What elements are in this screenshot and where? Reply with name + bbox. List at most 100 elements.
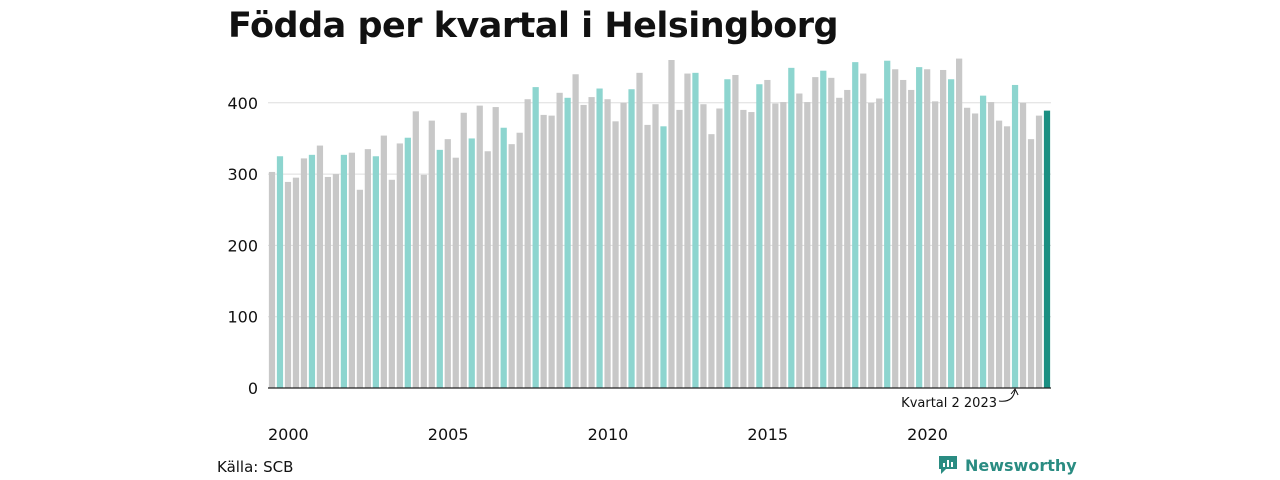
bar xyxy=(356,189,363,388)
bar xyxy=(508,144,515,388)
bar xyxy=(692,72,699,389)
bar xyxy=(900,79,907,389)
brand-logo: Newsworthy xyxy=(937,455,1077,475)
bar xyxy=(324,176,332,388)
bar xyxy=(987,102,995,388)
bar xyxy=(652,104,659,389)
bar xyxy=(716,108,723,389)
bar xyxy=(500,127,507,388)
bar xyxy=(644,124,651,388)
bar xyxy=(292,177,300,388)
bar xyxy=(388,179,395,388)
bar xyxy=(556,92,563,389)
bar xyxy=(516,132,523,388)
bar xyxy=(764,79,771,389)
annotation-arrowhead xyxy=(1010,388,1019,396)
bar xyxy=(908,89,915,389)
bar xyxy=(484,151,491,388)
bar xyxy=(620,102,627,389)
bar xyxy=(532,87,539,389)
bar xyxy=(828,77,835,389)
bar xyxy=(348,152,356,388)
bar xyxy=(812,77,819,389)
bar xyxy=(932,101,939,389)
bar xyxy=(316,145,324,388)
bar xyxy=(796,93,803,388)
bar xyxy=(748,112,755,388)
brand-name: Newsworthy xyxy=(965,455,1077,475)
bar xyxy=(524,99,531,388)
bar xyxy=(596,88,603,389)
bar xyxy=(756,84,763,389)
x-tick-label: 2010 xyxy=(588,425,629,444)
bar xyxy=(636,72,643,389)
bar xyxy=(548,115,555,388)
bar xyxy=(732,74,739,389)
bar xyxy=(404,137,411,388)
bar xyxy=(412,111,419,389)
x-tick-label: 2020 xyxy=(907,425,948,444)
bar xyxy=(420,174,427,388)
bar xyxy=(948,79,955,389)
bar xyxy=(300,158,308,388)
bar xyxy=(1019,102,1027,389)
bar xyxy=(876,98,883,389)
bar xyxy=(660,126,667,388)
bar xyxy=(308,154,316,388)
newsworthy-logo-icon xyxy=(939,456,957,474)
bar xyxy=(995,120,1003,388)
annotation-arrow xyxy=(998,389,1016,402)
bar xyxy=(788,67,795,388)
bar xyxy=(684,73,691,389)
bar xyxy=(940,69,947,388)
bar xyxy=(971,113,979,388)
bar xyxy=(772,103,779,388)
bar xyxy=(1027,139,1035,388)
bar xyxy=(844,89,851,389)
bar xyxy=(476,105,483,389)
bar xyxy=(572,74,579,389)
bar xyxy=(372,156,379,388)
y-tick-label: 400 xyxy=(227,94,258,113)
bar xyxy=(1011,84,1019,389)
bar xyxy=(676,109,683,389)
bar xyxy=(708,134,715,388)
y-tick-label: 0 xyxy=(248,379,258,398)
bar xyxy=(364,149,371,388)
bar xyxy=(956,58,963,388)
x-tick-label: 2000 xyxy=(268,425,309,444)
bar xyxy=(884,60,891,388)
bar xyxy=(284,181,292,388)
bar xyxy=(340,154,348,388)
bar xyxy=(452,157,459,388)
bar xyxy=(492,107,499,389)
bar xyxy=(740,109,747,389)
bar xyxy=(460,112,467,388)
bar xyxy=(892,69,899,388)
bar xyxy=(852,62,859,388)
bar xyxy=(428,120,435,388)
bar xyxy=(724,79,731,389)
bar xyxy=(860,73,867,389)
bar xyxy=(924,69,931,388)
bar xyxy=(1043,110,1051,388)
source-note: Källa: SCB xyxy=(217,458,294,476)
bar xyxy=(916,67,923,388)
bar xyxy=(700,104,707,389)
y-tick-label: 200 xyxy=(227,236,258,255)
annotation-label: Kvartal 2 2023 xyxy=(901,396,997,411)
bar xyxy=(436,149,443,388)
bar xyxy=(332,174,340,388)
bar xyxy=(444,139,451,388)
chart-title: Födda per kvartal i Helsingborg xyxy=(228,6,839,46)
bar xyxy=(468,138,475,388)
bar xyxy=(1035,115,1043,388)
bar xyxy=(979,95,987,389)
bar xyxy=(588,97,595,389)
bar xyxy=(628,89,635,389)
bar xyxy=(868,102,875,389)
bar xyxy=(276,156,284,388)
bar xyxy=(836,97,843,388)
bar xyxy=(963,107,971,388)
